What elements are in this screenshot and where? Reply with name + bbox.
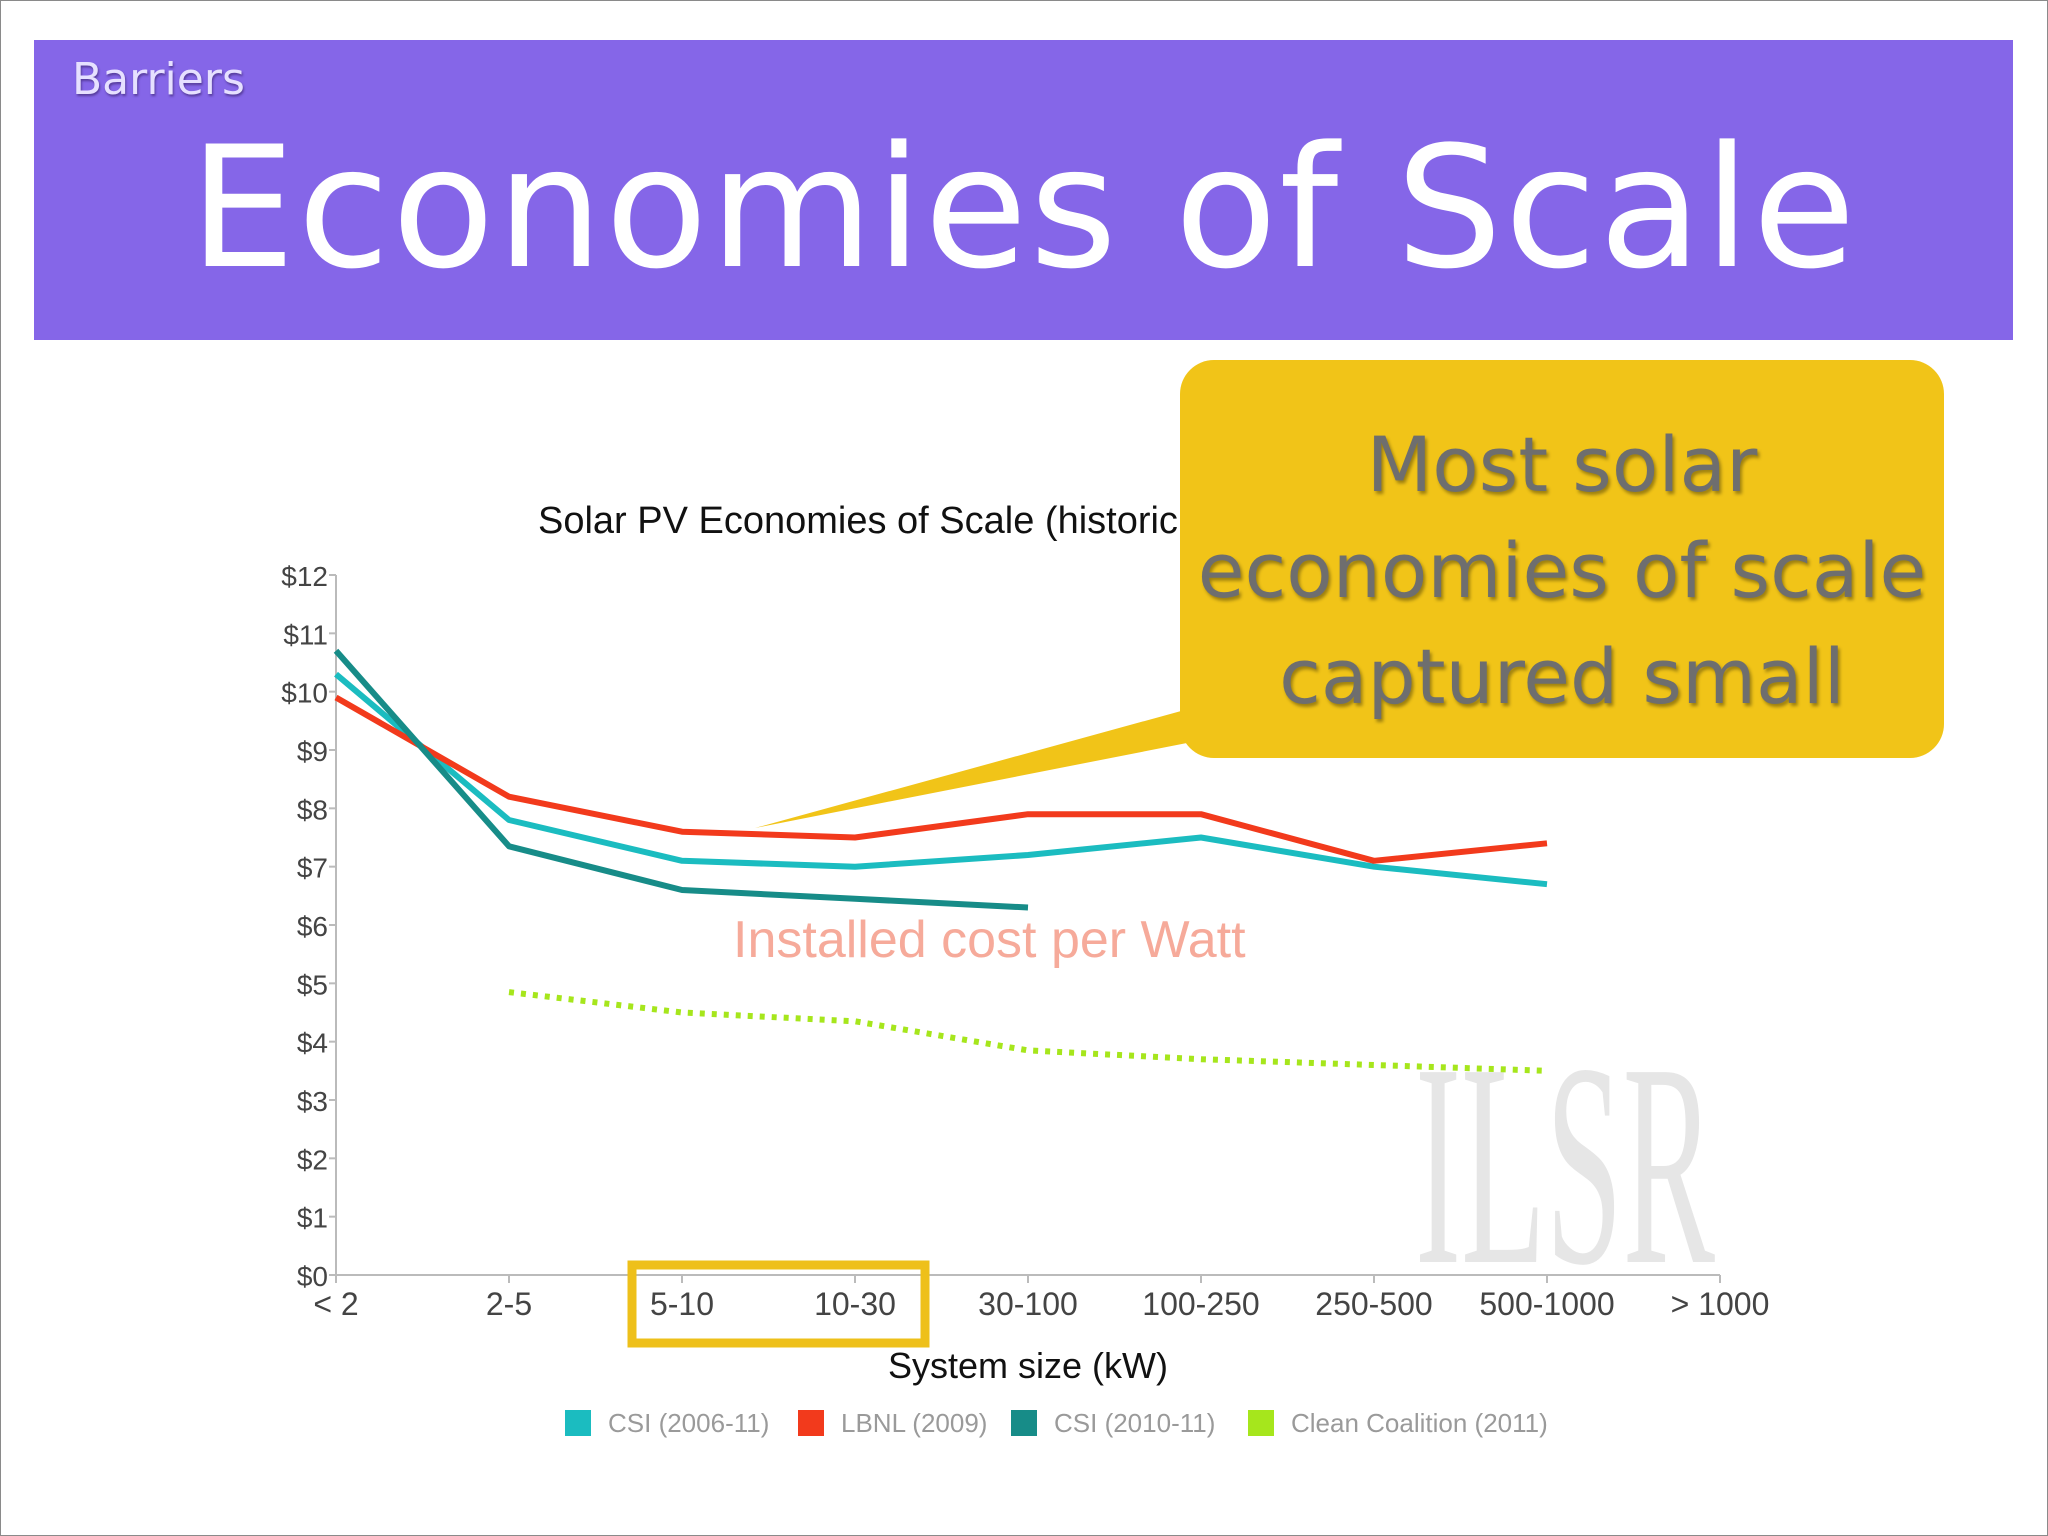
y-tick-label: $4 xyxy=(297,1028,328,1059)
x-tick-label: 250-500 xyxy=(1315,1286,1432,1322)
callout-pointer xyxy=(755,708,1192,828)
x-tick-label: 100-250 xyxy=(1142,1286,1259,1322)
legend-label: Clean Coalition (2011) xyxy=(1291,1408,1548,1438)
series-line-2 xyxy=(334,694,1548,864)
y-tick-label: $1 xyxy=(297,1203,328,1234)
y-tick-label: $8 xyxy=(297,794,328,825)
legend-swatch xyxy=(565,1410,591,1436)
x-tick-label: 2-5 xyxy=(486,1286,532,1322)
legend-swatch xyxy=(1248,1410,1274,1436)
x-tick-label: < 2 xyxy=(313,1286,358,1322)
y-tick-label: $9 xyxy=(297,736,328,767)
series-line-1 xyxy=(334,671,1548,888)
y-tick-label: $5 xyxy=(297,969,328,1000)
section-label: Barriers xyxy=(72,54,245,105)
y-tick-label: $10 xyxy=(281,678,328,709)
legend-label: CSI (2010-11) xyxy=(1054,1408,1215,1438)
callout-bubble: Most solar economies of scale captured s… xyxy=(1180,360,1944,758)
x-tick-label: 30-100 xyxy=(978,1286,1078,1322)
series-line-3 xyxy=(333,648,1029,911)
y-tick-label: $0 xyxy=(297,1261,328,1292)
y-tick-label: $2 xyxy=(297,1144,328,1175)
legend-swatch xyxy=(798,1410,824,1436)
title-banner: Barriers Economies of Scale xyxy=(34,40,2013,340)
series-line-4 xyxy=(508,989,1548,1074)
x-axis-label: System size (kW) xyxy=(888,1345,1168,1386)
highlight-box xyxy=(627,1260,930,1348)
x-tick-label: > 1000 xyxy=(1671,1286,1770,1322)
y-tick-label: $7 xyxy=(297,853,328,884)
callout-text: Most solar economies of scale captured s… xyxy=(1197,420,1927,721)
chart-annotation: Installed cost per Watt xyxy=(733,911,1246,969)
x-tick-label: 5-10 xyxy=(650,1286,714,1322)
x-tick-label: 500-1000 xyxy=(1479,1286,1614,1322)
y-tick-label: $11 xyxy=(283,619,328,650)
x-tick-label: 10-30 xyxy=(814,1286,896,1322)
legend-swatch xyxy=(1011,1410,1037,1436)
y-tick-label: $6 xyxy=(297,911,328,942)
y-tick-label: $3 xyxy=(297,1086,328,1117)
watermark-logo: ILSR xyxy=(1415,1004,1716,1325)
legend-label: LBNL (2009) xyxy=(841,1408,987,1438)
y-tick-label: $12 xyxy=(281,561,328,592)
legend-label: CSI (2006-11) xyxy=(608,1408,769,1438)
slide-title: Economies of Scale xyxy=(189,110,1858,306)
